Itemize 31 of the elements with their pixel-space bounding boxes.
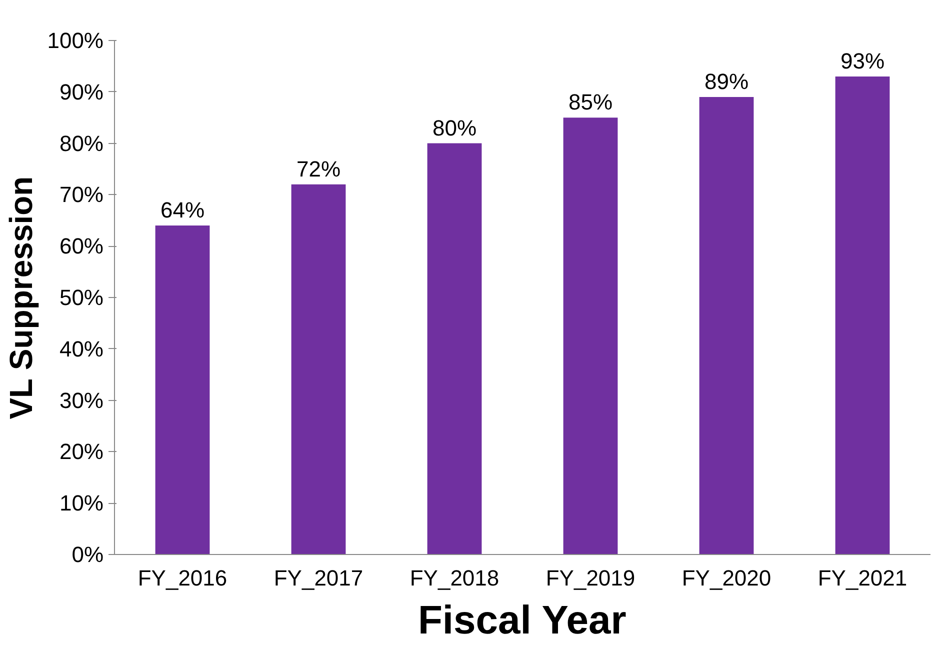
data-label: 64%	[160, 198, 205, 223]
data-label: 85%	[568, 90, 613, 115]
bar	[835, 76, 890, 554]
data-label: 89%	[704, 69, 749, 94]
y-tick-label: 60%	[59, 234, 104, 259]
y-axis-title: VL Suppression	[3, 176, 40, 420]
y-tick-label: 70%	[59, 182, 104, 208]
bar	[699, 97, 754, 554]
y-tick-label: 40%	[59, 336, 104, 362]
y-tick-label: 30%	[59, 388, 104, 413]
x-tick-label: FY_2019	[546, 566, 636, 590]
x-tick-label: FY_2017	[274, 566, 364, 590]
y-tick-label: 50%	[59, 285, 104, 310]
y-tick-label: 10%	[59, 490, 104, 516]
y-tick-label: 0%	[72, 542, 104, 567]
data-label: 72%	[296, 156, 341, 182]
bar	[427, 143, 482, 554]
bar	[155, 226, 210, 554]
x-tick-label: FY_2016	[138, 566, 228, 590]
x-tick-label: FY_2021	[818, 566, 908, 590]
x-tick-label: FY_2020	[682, 566, 772, 590]
bar	[563, 118, 618, 554]
y-tick-label: 90%	[59, 79, 104, 104]
x-axis-title: Fiscal Year	[418, 598, 626, 642]
bar	[291, 184, 346, 554]
data-label: 93%	[840, 48, 885, 74]
y-tick-label: 100%	[47, 28, 104, 53]
x-tick-label: FY_2018	[410, 566, 500, 590]
data-label: 80%	[432, 115, 477, 140]
y-tick-label: 20%	[59, 439, 104, 464]
y-tick-label: 80%	[59, 130, 104, 156]
